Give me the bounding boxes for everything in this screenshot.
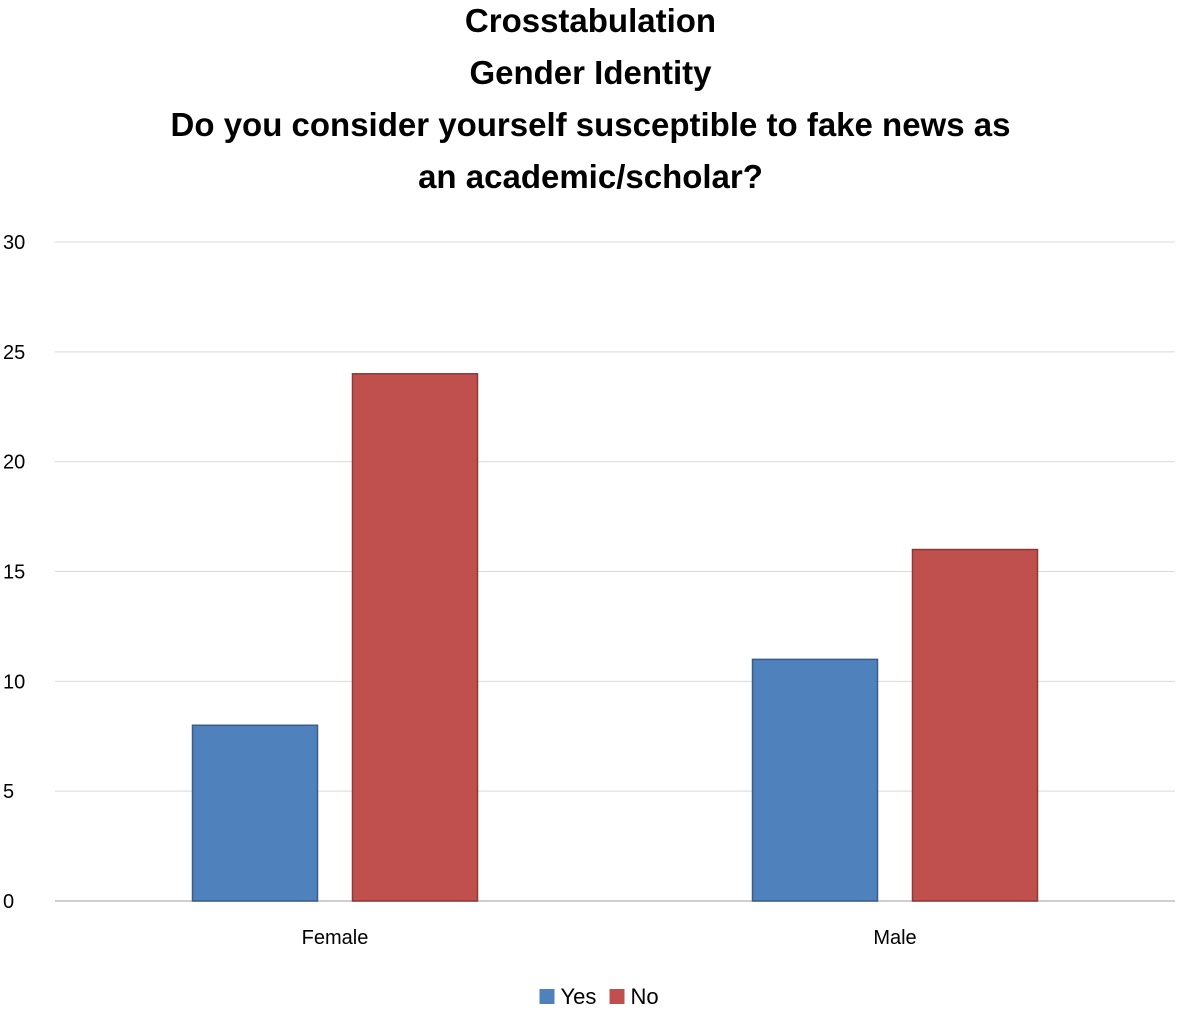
x-category-label: Male: [873, 927, 916, 949]
legend-label-yes: Yes: [561, 984, 597, 1009]
title-line-4: an academic/scholar?: [418, 158, 763, 195]
bar-no-female: [351, 373, 479, 902]
title-line-1: Crosstabulation: [464, 2, 717, 39]
y-tick-label: 20: [3, 452, 25, 474]
y-tick-label: 5: [3, 781, 14, 803]
title-line-2: Gender Identity: [469, 54, 712, 91]
y-tick-label: 15: [3, 562, 25, 584]
bar-no-male: [911, 548, 1039, 902]
bar-yes-male: [751, 658, 879, 902]
bar-yes-female: [191, 724, 319, 902]
y-tick-label: 10: [3, 671, 25, 693]
legend-swatch-yes: [539, 989, 555, 1004]
legend-label-no: No: [631, 984, 659, 1009]
y-tick-label: 25: [3, 342, 25, 364]
x-category-label: Female: [302, 927, 369, 949]
title-line-3: Do you consider yourself susceptible to …: [170, 106, 1011, 143]
y-tick-label: 30: [3, 232, 25, 254]
chart-title: Crosstabulation Gender Identity Do you c…: [0, 0, 1181, 203]
y-tick-label: 0: [3, 891, 14, 913]
legend-swatch-no: [609, 989, 625, 1004]
